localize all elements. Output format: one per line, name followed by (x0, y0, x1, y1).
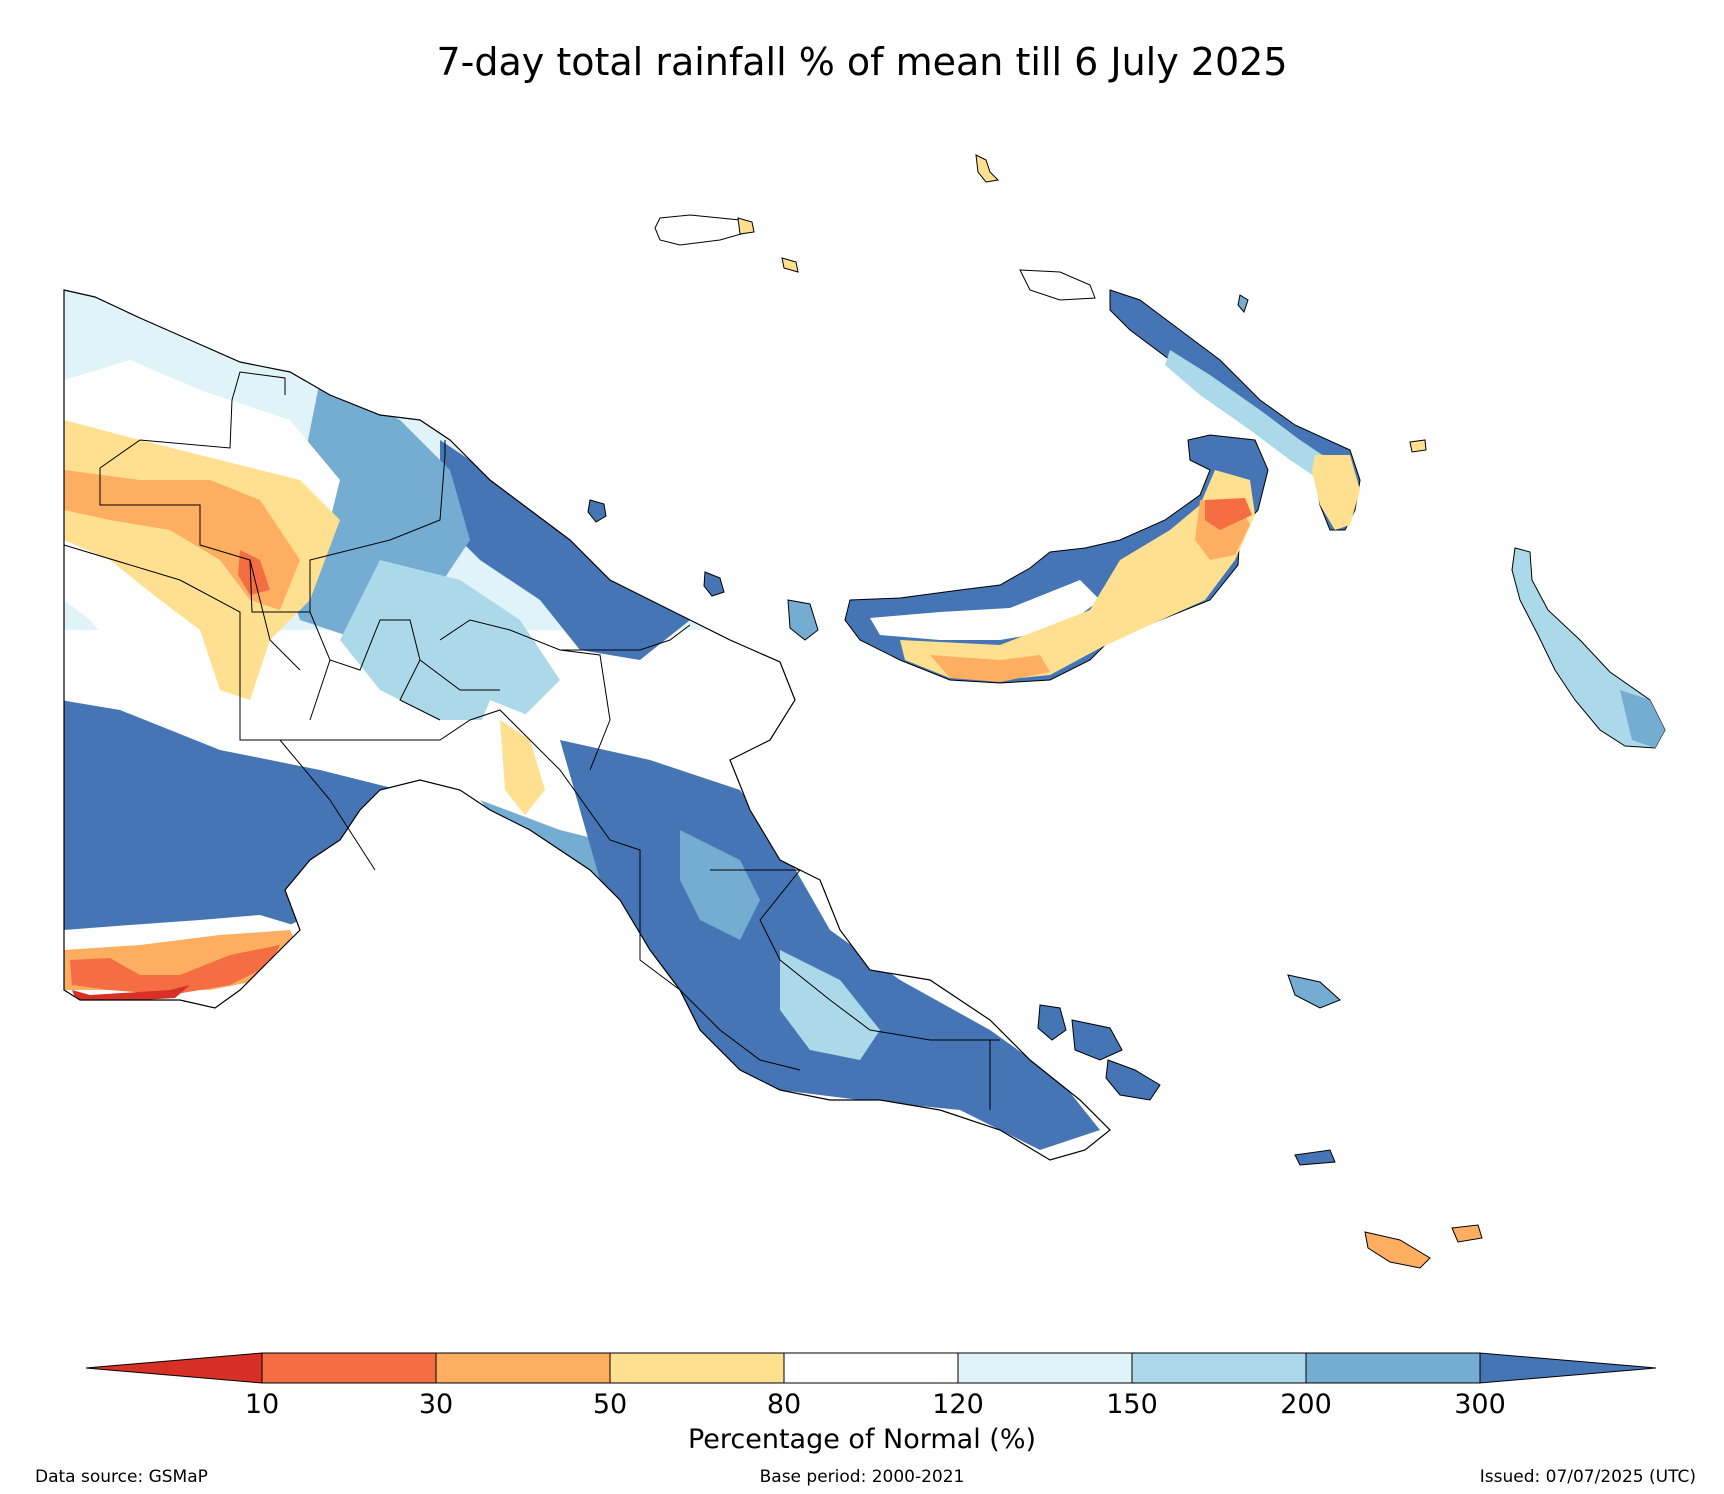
colorbar-segment (783, 1352, 959, 1384)
colorbar-max-extension (1479, 1352, 1657, 1384)
colorbar-segment (609, 1352, 785, 1384)
karkar-island (587, 499, 607, 523)
colorbar (85, 1352, 1657, 1384)
colorbar-tick-label: 50 (592, 1389, 628, 1420)
colorbar-tick-label: 10 (244, 1389, 280, 1420)
colorbar-segment (1305, 1352, 1481, 1384)
zone-highlands-light (340, 560, 560, 720)
trobriand-islands (1287, 974, 1341, 1009)
manus-island (654, 214, 749, 246)
long-island (703, 571, 725, 597)
province-boundaries (63, 371, 1000, 1110)
colorbar-min-extension (85, 1352, 263, 1384)
feni-island (1409, 439, 1427, 453)
umboi-island (787, 599, 819, 641)
new-britain (844, 434, 1269, 684)
normanby-island (1105, 1059, 1161, 1101)
new-britain-zone-drier (930, 655, 1050, 682)
new-ireland-zone-light (1165, 350, 1330, 480)
colorbar-tick-label: 150 (1106, 1389, 1158, 1420)
colorbar-tick-label: 120 (932, 1389, 984, 1420)
zone-north-coast (440, 440, 690, 660)
base-period-note: Base period: 2000-2021 (759, 1467, 965, 1487)
colorbar-segment (435, 1352, 611, 1384)
goodenough-island (1037, 1004, 1067, 1041)
colorbar-tick-label: 300 (1454, 1389, 1506, 1420)
colorbar-segment (261, 1352, 437, 1384)
zone-southwest-drier (70, 945, 280, 995)
new-hanover (1019, 269, 1096, 301)
bougainville-south (1620, 690, 1665, 748)
colorbar-title: Percentage of Normal (%) (687, 1424, 1037, 1455)
manus-east-tip (737, 217, 755, 235)
mainland-zones (64, 290, 1100, 1150)
zone-peninsula-light (780, 950, 880, 1060)
colorbar-tick-label: 80 (766, 1389, 802, 1420)
new-ireland-zone-dry (1312, 455, 1360, 530)
wuvulu-island (781, 257, 799, 273)
map-title: 7-day total rainfall % of mean till 6 Ju… (436, 40, 1288, 84)
new-britain-zone-east-driest (1205, 498, 1252, 530)
issued-date-note: Issued: 07/07/2025 (UTC) (1479, 1467, 1696, 1487)
data-source-note: Data source: GSMaP (35, 1467, 208, 1487)
zone-southwest-driest (72, 985, 190, 1003)
colorbar-segment (957, 1352, 1133, 1384)
fergusson-island (1071, 1019, 1123, 1061)
new-britain-zone-white (870, 580, 1100, 640)
zone-peninsula-mid (680, 830, 760, 940)
zone-peninsula (560, 740, 1100, 1150)
colorbar-tick-label: 30 (418, 1389, 454, 1420)
woodlark-island (1294, 1149, 1336, 1166)
sudest-island (1364, 1231, 1431, 1269)
new-ireland (1109, 289, 1361, 531)
mussau-island (975, 154, 1000, 183)
rossel-island (1451, 1224, 1483, 1243)
colorbar-tick-label: 200 (1280, 1389, 1332, 1420)
zone-highlands-driest (238, 550, 270, 595)
zone-central-dry (500, 720, 545, 815)
lihir-island (1237, 294, 1249, 313)
colorbar-segment (1131, 1352, 1307, 1384)
